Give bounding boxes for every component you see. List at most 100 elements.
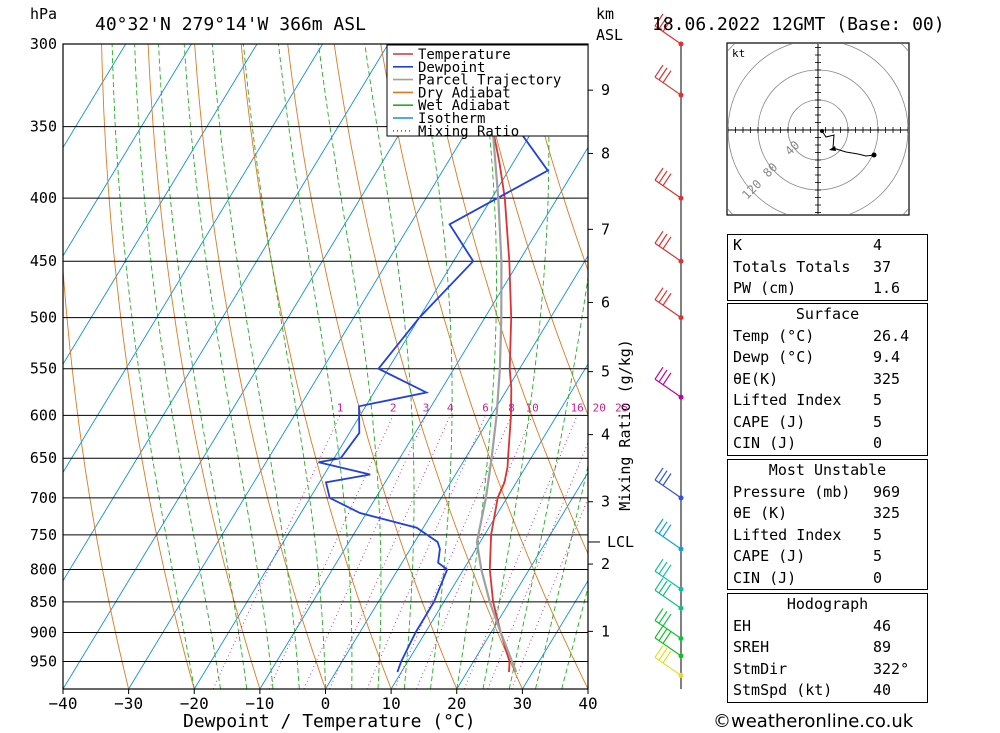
wind-barb-flag xyxy=(658,170,668,184)
wet-adiabat-line xyxy=(535,464,588,689)
km-tick-label: 7 xyxy=(601,220,610,238)
surface-table: Surface Temp (°C) 26.4 Dewp (°C) 9.4 θE(K)… xyxy=(727,303,928,456)
surface-row: Dewp (°C) 9.4 xyxy=(733,348,901,366)
pressure-tick-label: 700 xyxy=(30,489,57,507)
axis-labels: 3003504004505005506006507007508008509009… xyxy=(30,35,634,713)
dry-adiabat-line xyxy=(287,44,458,689)
series-line xyxy=(488,44,513,673)
mixing-ratio-tick-label: 2 xyxy=(390,401,397,414)
pressure-tick-label: 500 xyxy=(30,309,57,327)
isotherm-line xyxy=(259,146,588,689)
x-tick-label: −40 xyxy=(49,694,78,713)
x-tick-label: 0 xyxy=(321,694,331,713)
hodograph-title: Hodograph xyxy=(786,595,869,613)
wind-barb-flag xyxy=(654,64,664,78)
wind-barb-flag xyxy=(654,287,664,300)
wind-barb-flag xyxy=(658,290,668,303)
hodo-row: StmDir 322° xyxy=(733,659,910,678)
hodograph-plot xyxy=(728,44,908,214)
pressure-tick-label: 950 xyxy=(30,653,57,671)
mixing-ratio-tick-label: 20 xyxy=(593,401,606,414)
pressure-tick-label: 400 xyxy=(30,189,57,207)
credit-text: ©weatheronline.co.uk xyxy=(713,711,914,732)
wind-barb-flag xyxy=(658,561,668,575)
wind-barbs xyxy=(654,13,684,689)
pressure-tick-label: 300 xyxy=(30,35,57,53)
wind-barb-flag xyxy=(662,524,672,537)
mixing-ratio-line xyxy=(329,415,451,689)
isotherm-line xyxy=(63,44,192,257)
surface-row: θE(K) 325 xyxy=(733,369,901,388)
profile-series xyxy=(318,44,550,673)
wind-barb-flag xyxy=(654,167,664,181)
mixing-ratio-tick-label: 25 xyxy=(615,401,628,414)
wet-adiabat-line xyxy=(211,44,300,689)
wind-barb-flag xyxy=(658,16,668,30)
wind-barb-flag xyxy=(654,608,664,621)
pressure-tick-label: 750 xyxy=(30,526,57,544)
wind-barb-flag xyxy=(662,19,672,32)
isotherm-line xyxy=(63,44,455,689)
hodo-row: EH 46 xyxy=(733,616,892,635)
wind-barb-flag xyxy=(654,625,664,639)
legend-label: Temperature xyxy=(418,47,511,63)
asl-label: ASL xyxy=(596,26,623,44)
hodograph-unit-label: kt xyxy=(732,47,745,60)
wind-barb-flag xyxy=(662,473,672,486)
dry-adiabat-line xyxy=(986,44,1000,689)
surface-row: Temp (°C) 26.4 xyxy=(733,326,910,345)
mixing-ratio-line xyxy=(366,415,487,689)
lcl-label: LCL xyxy=(607,533,634,551)
pressure-tick-label: 800 xyxy=(30,560,57,578)
wind-barb-flag xyxy=(658,628,668,641)
dry-adiabat-line xyxy=(63,263,130,689)
wet-adiabat-line xyxy=(364,44,415,689)
x-axis-title: Dewpoint / Temperature (°C) xyxy=(183,711,476,732)
mixing-ratio-line xyxy=(511,497,588,689)
wind-barb-flag xyxy=(658,610,668,624)
surface-title: Surface xyxy=(795,305,860,323)
hodograph-end-dot xyxy=(871,152,877,158)
mixing-ratio-line xyxy=(303,415,427,689)
mixing-ratio-line xyxy=(487,441,588,689)
x-tick-label: 10 xyxy=(381,694,400,713)
dry-adiabat-line xyxy=(519,44,588,272)
km-tick-label: 1 xyxy=(601,622,610,640)
wind-barb-flag xyxy=(662,613,672,627)
wind-barb-flag xyxy=(658,470,668,484)
x-tick-label: 40 xyxy=(578,694,597,713)
pressure-tick-label: 650 xyxy=(30,449,57,467)
mixing-ratio-axis-label: Mixing Ratio (g/kg) xyxy=(616,339,634,511)
mixing-ratio-line xyxy=(415,415,533,689)
wind-barb-flag xyxy=(658,647,668,661)
km-tick-label: 6 xyxy=(601,293,610,311)
wet-adiabat-line xyxy=(158,44,248,689)
wind-barb-flag xyxy=(662,583,672,597)
wind-barb-flag xyxy=(658,580,668,594)
pressure-unit: hPa xyxy=(30,5,57,23)
pressure-tick-label: 550 xyxy=(30,360,57,378)
wind-barb-flag xyxy=(662,236,672,250)
isotherm-line xyxy=(63,44,389,582)
mixing-ratio-tick-label: 10 xyxy=(526,401,539,414)
isotherm-line xyxy=(456,471,588,689)
storm-motion-marker xyxy=(829,146,836,151)
legend-label: Mixing Ratio xyxy=(418,124,519,140)
km-tick-label: 3 xyxy=(601,493,610,511)
wind-barb-flag xyxy=(654,558,664,572)
wind-barb-flag xyxy=(654,518,664,532)
wet-adiabat-line xyxy=(278,44,353,689)
most-unstable-title: Most Unstable xyxy=(768,461,887,479)
x-tick-label: −10 xyxy=(245,694,274,713)
hodograph-table: Hodograph EH 46 SREH 89 StmDir 322° StmSpd … xyxy=(727,593,928,703)
pressure-tick-label: 350 xyxy=(30,118,57,136)
wind-barb-flag xyxy=(662,564,672,578)
mixing-ratio-line xyxy=(212,415,341,689)
wind-barb-flag xyxy=(662,70,672,83)
wind-barb-flag xyxy=(662,292,672,306)
wind-barb-flag xyxy=(658,67,668,81)
hodograph-trace xyxy=(821,130,875,157)
